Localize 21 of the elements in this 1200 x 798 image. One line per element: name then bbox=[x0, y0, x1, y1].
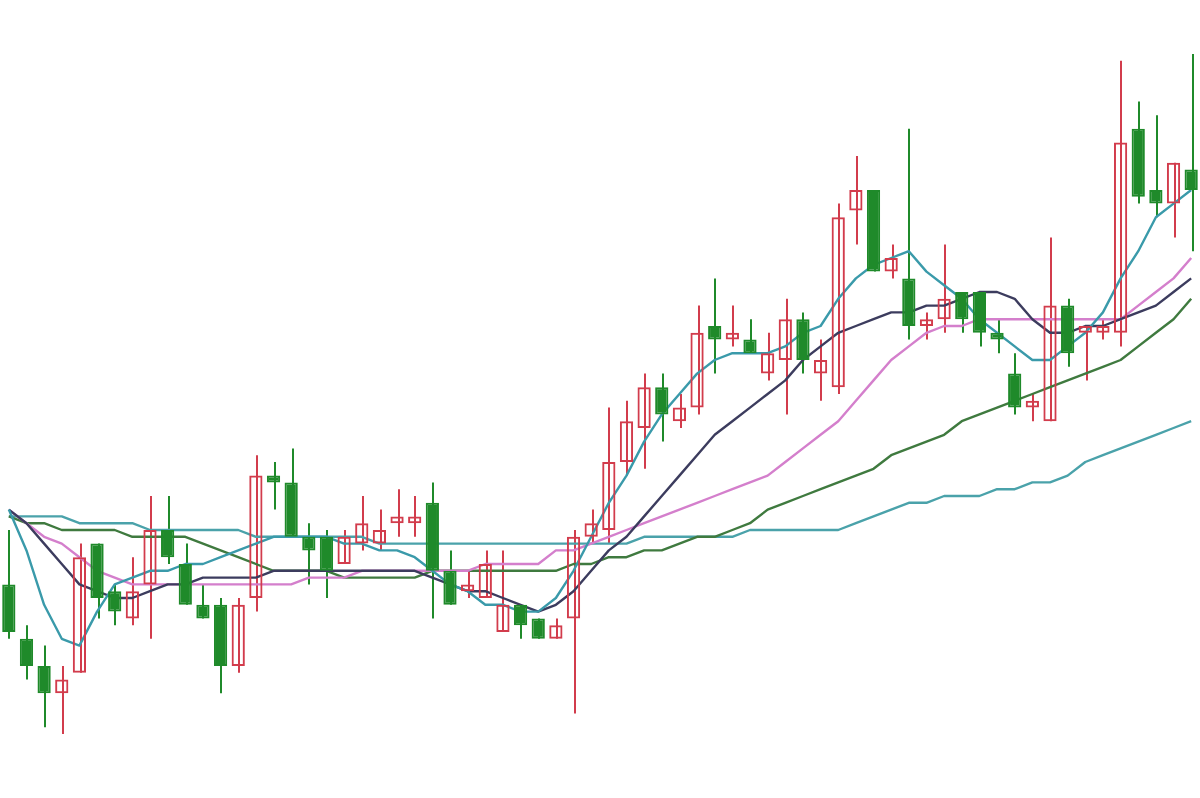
candlestick bbox=[319, 529, 334, 599]
candlestick bbox=[655, 372, 669, 443]
candlestick bbox=[902, 127, 916, 341]
candlestick bbox=[1008, 352, 1022, 416]
candlestick bbox=[37, 644, 51, 729]
candlestick bbox=[2, 529, 16, 640]
candlestick bbox=[743, 318, 757, 355]
candlestick bbox=[708, 277, 722, 375]
candlestick bbox=[1184, 53, 1198, 253]
candlestick bbox=[796, 311, 810, 375]
candlestick bbox=[972, 291, 987, 348]
candlestick bbox=[196, 583, 210, 620]
candlestick bbox=[1061, 297, 1075, 368]
candlestick bbox=[443, 549, 457, 606]
candlestick bbox=[955, 291, 969, 334]
candlestick bbox=[19, 624, 34, 681]
candlestick bbox=[990, 318, 1004, 355]
candlestick bbox=[178, 542, 192, 606]
candlestick bbox=[302, 522, 316, 586]
candlestick bbox=[1149, 114, 1163, 219]
candlestick bbox=[161, 495, 175, 565]
